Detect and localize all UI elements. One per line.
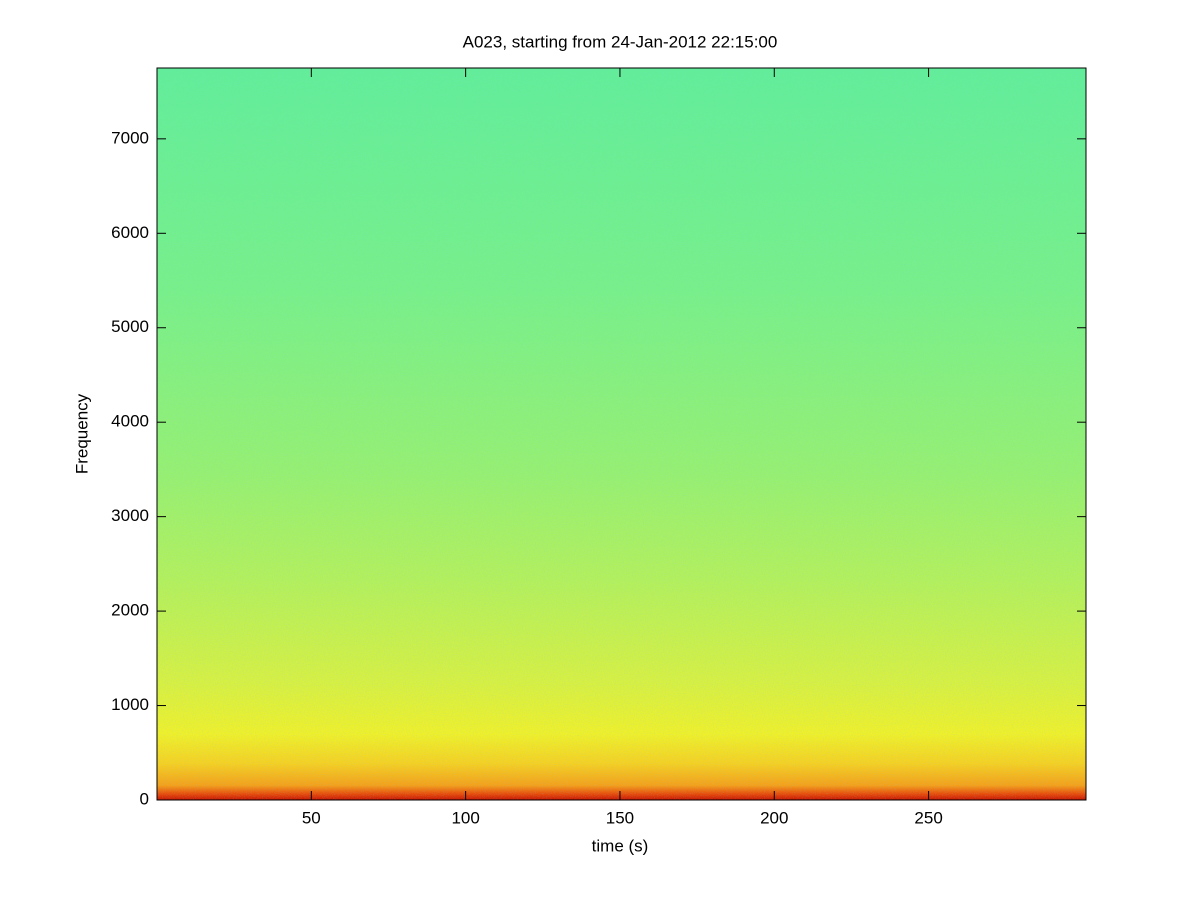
spectrogram-noise: [157, 68, 1086, 800]
x-tick-label: 150: [606, 808, 634, 827]
y-tick-label: 5000: [111, 317, 149, 336]
y-tick-label: 3000: [111, 506, 149, 525]
y-tick-label: 4000: [111, 412, 149, 431]
x-tick-label: 100: [451, 808, 479, 827]
y-tick-label: 6000: [111, 223, 149, 242]
chart-title: A023, starting from 24-Jan-2012 22:15:00: [463, 32, 778, 51]
x-tick-label: 250: [914, 808, 942, 827]
y-tick-label: 1000: [111, 695, 149, 714]
plot-frame: [156, 67, 1087, 801]
x-tick-label: 200: [760, 808, 788, 827]
y-tick-label: 0: [140, 789, 149, 808]
y-axis-label: Frequency: [72, 393, 91, 474]
y-tick-label: 2000: [111, 601, 149, 620]
x-axis-label: time (s): [592, 836, 649, 855]
y-tick-label: 7000: [111, 128, 149, 147]
x-tick-label: 50: [302, 808, 321, 827]
